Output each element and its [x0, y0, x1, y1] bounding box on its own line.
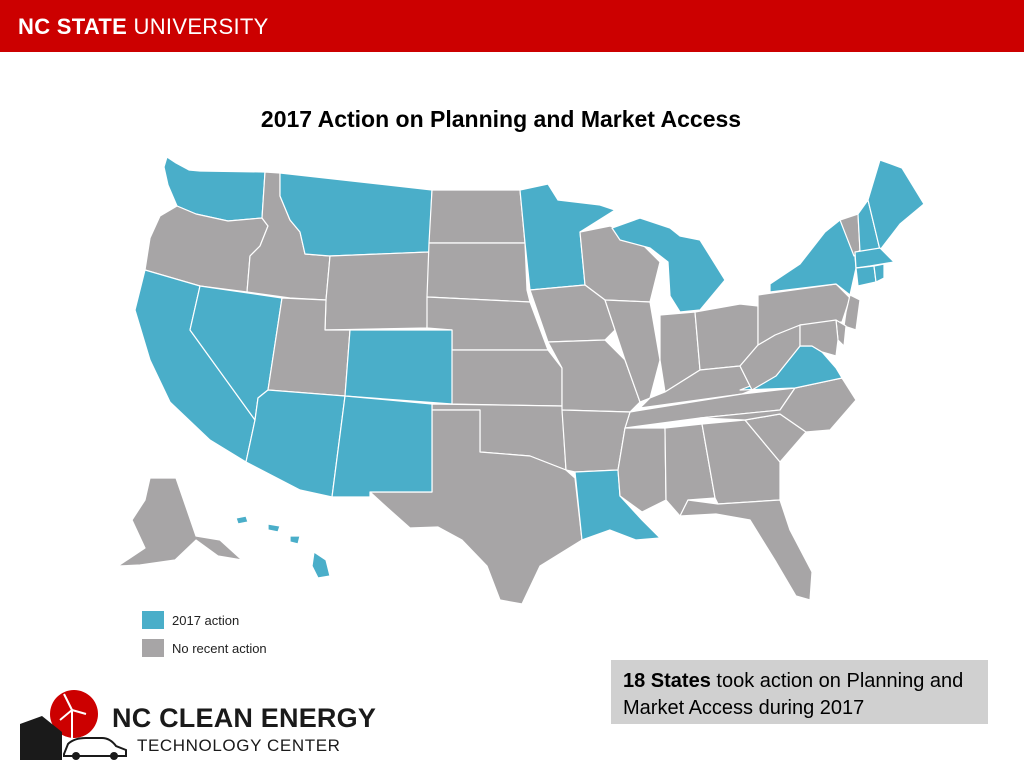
- solar-wind-car-logo-icon[interactable]: [20, 688, 350, 760]
- legend-item-action: 2017 action: [142, 610, 239, 630]
- state-SD[interactable]: [426, 242, 531, 303]
- state-MA[interactable]: [854, 247, 895, 269]
- state-NJ[interactable]: [843, 294, 861, 331]
- state-MN[interactable]: [519, 183, 616, 291]
- legend-label-action: 2017 action: [172, 612, 240, 628]
- state-TX[interactable]: [369, 409, 583, 605]
- car-icon: [63, 737, 127, 757]
- state-AZ[interactable]: [245, 389, 346, 498]
- summary-callout: 18 States took action on Planning and Ma…: [611, 660, 988, 724]
- state-HI-2[interactable]: [267, 523, 281, 533]
- legend-swatch-action: [142, 611, 164, 629]
- state-NY[interactable]: [769, 219, 857, 296]
- state-CT[interactable]: [855, 265, 877, 287]
- state-ND[interactable]: [428, 189, 526, 244]
- callout-text: took action on Planning and Market Acces…: [623, 670, 964, 719]
- page-title: 2017 Action on Planning and Market Acces…: [260, 106, 742, 132]
- state-FL[interactable]: [679, 499, 813, 601]
- state-KS[interactable]: [447, 349, 563, 407]
- state-HI-4[interactable]: [311, 551, 331, 579]
- state-WY[interactable]: [324, 251, 430, 331]
- university-name-bold: NC STATE: [18, 14, 128, 39]
- state-AK[interactable]: [117, 477, 243, 567]
- state-MO[interactable]: [547, 339, 641, 413]
- state-MS[interactable]: [617, 427, 667, 513]
- state-ME[interactable]: [867, 159, 925, 251]
- legend-item-no-action: No recent action: [142, 638, 267, 658]
- state-IL[interactable]: [604, 299, 661, 403]
- sun-icon: [50, 690, 98, 738]
- legend-swatch-no-action: [142, 639, 164, 657]
- state-MT[interactable]: [279, 172, 433, 257]
- callout-count: 18 States: [623, 670, 711, 692]
- header-bar: NC STATE UNIVERSITY: [0, 0, 1024, 52]
- state-HI-3[interactable]: [289, 535, 301, 545]
- university-name-regular: UNIVERSITY: [127, 14, 269, 39]
- state-MD[interactable]: [799, 319, 839, 357]
- state-RI[interactable]: [873, 263, 885, 283]
- state-MI[interactable]: [611, 217, 726, 313]
- logo-line-2: TECHNOLOGY CENTER: [137, 736, 341, 755]
- logo-line-1: NC CLEAN ENERGY: [112, 703, 377, 733]
- legend-label-no-action: No recent action: [172, 640, 267, 656]
- state-NM[interactable]: [331, 395, 433, 498]
- university-name[interactable]: NC STATE UNIVERSITY: [18, 14, 269, 40]
- house-icon: [20, 716, 62, 760]
- state-HI-1[interactable]: [235, 515, 249, 525]
- state-CO[interactable]: [344, 329, 453, 405]
